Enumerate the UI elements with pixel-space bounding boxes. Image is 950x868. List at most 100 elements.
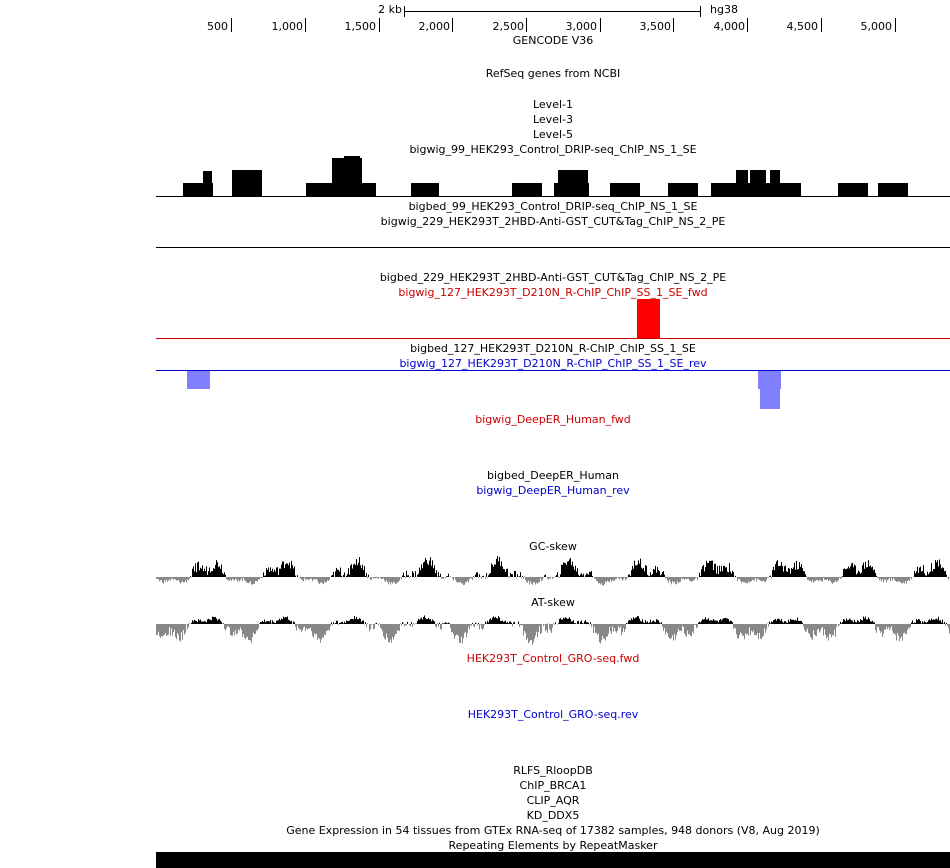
skew-positive-bar (658, 620, 659, 624)
skew-positive-bar (784, 566, 785, 577)
skew-negative-bar (238, 624, 239, 630)
track-label-rchip-fwd[interactable]: bigwig_127_HEK293T_D210N_R-ChIP_ChIP_SS_… (398, 286, 708, 299)
skew-positive-bar (339, 571, 340, 577)
skew-negative-bar (680, 577, 681, 582)
skew-positive-bar (198, 619, 199, 624)
skew-positive-bar (520, 572, 521, 577)
track-label-gro-rev[interactable]: HEK293T_Control_GRO-seq.rev (467, 708, 639, 721)
rchip-rev-peak[interactable] (187, 371, 210, 389)
skew-positive-bar (272, 620, 273, 624)
skew-negative-bar (471, 577, 472, 579)
track-label-gtex[interactable]: Gene Expression in 54 tissues from GTEx … (286, 824, 820, 837)
skew-negative-bar (613, 577, 614, 581)
skew-positive-bar (444, 623, 445, 624)
skew-positive-bar (276, 620, 277, 624)
skew-negative-bar (536, 577, 537, 583)
skew-negative-bar (156, 577, 157, 579)
skew-negative-bar (813, 577, 814, 583)
track-label-cut-bigwig[interactable]: bigwig_229_HEK293T_2HBD-Anti-GST_CUT&Tag… (380, 215, 726, 228)
skew-negative-bar (236, 577, 237, 580)
skew-negative-bar (697, 577, 698, 581)
skew-positive-bar (431, 621, 432, 624)
track-label-gro-fwd[interactable]: HEK293T_Control_GRO-seq.fwd (466, 652, 640, 665)
skew-positive-bar (730, 571, 731, 577)
track-label-rchip-rev[interactable]: bigwig_127_HEK293T_D210N_R-ChIP_ChIP_SS_… (399, 357, 707, 370)
skew-positive-bar (937, 560, 938, 577)
skew-negative-bar (470, 624, 471, 625)
skew-negative-bar (177, 577, 178, 581)
skew-positive-bar (771, 621, 772, 624)
rchip-rev-peak[interactable] (758, 371, 781, 389)
track-label-aqr[interactable]: CLIP_AQR (526, 794, 580, 807)
skew-positive-bar (518, 621, 519, 624)
skew-positive-bar (366, 573, 367, 577)
skew-negative-bar (880, 577, 881, 580)
ruler-tick (821, 18, 822, 32)
track-label-brca1[interactable]: ChIP_BRCA1 (519, 779, 587, 792)
skew-negative-bar (547, 624, 548, 633)
rchip-rev-baseline (156, 370, 950, 371)
skew-positive-bar (872, 620, 873, 624)
skew-negative-bar (387, 624, 388, 638)
skew-negative-bar (609, 577, 610, 583)
skew-positive-bar (932, 571, 933, 577)
skew-negative-bar (454, 624, 455, 639)
track-label-level3[interactable]: Level-3 (532, 113, 573, 126)
track-label-at-skew[interactable]: AT-skew (531, 596, 575, 609)
skew-positive-bar (221, 564, 222, 577)
skew-negative-bar (314, 577, 315, 580)
skew-negative-bar (601, 624, 602, 641)
skew-negative-bar (161, 624, 162, 637)
track-label-rlfs[interactable]: RLFS_RloopDB (513, 764, 593, 777)
skew-positive-bar (503, 621, 504, 624)
skew-positive-bar (650, 619, 651, 624)
track-label-gc-skew[interactable]: GC-skew (529, 540, 577, 553)
skew-negative-bar (309, 577, 310, 580)
skew-positive-bar (719, 620, 720, 624)
track-label-deeper-fwd[interactable]: bigwig_DeepER_Human_fwd (475, 413, 631, 426)
skew-positive-bar (365, 576, 366, 577)
repeatmasker-bar[interactable] (156, 852, 950, 868)
skew-negative-bar (308, 624, 309, 629)
track-label-cut-bigbed[interactable]: bigbed_229_HEK293T_2HBD-Anti-GST_CUT&Tag… (379, 271, 727, 284)
track-label-ddx5[interactable]: KD_DDX5 (526, 809, 580, 822)
skew-positive-bar (424, 615, 425, 624)
skew-positive-bar (853, 622, 854, 624)
rchip-fwd-peak[interactable] (637, 299, 660, 339)
skew-positive-bar (924, 573, 925, 577)
track-label-rchip-bigbed[interactable]: bigbed_127_HEK293T_D210N_R-ChIP_ChIP_SS_… (410, 342, 696, 355)
skew-negative-bar (295, 624, 296, 627)
skew-negative-bar (396, 577, 397, 584)
skew-negative-bar (539, 624, 540, 627)
skew-positive-bar (209, 619, 210, 624)
track-label-drip-bigbed[interactable]: bigbed_99_HEK293_Control_DRIP-seq_ChIP_N… (408, 200, 698, 213)
at-skew-track[interactable] (156, 607, 950, 653)
track-label-drip-bigwig[interactable]: bigwig_99_HEK293_Control_DRIP-seq_ChIP_N… (409, 143, 697, 156)
gc-skew-track[interactable] (156, 553, 950, 593)
skew-positive-bar (283, 561, 284, 577)
skew-negative-bar (884, 577, 885, 580)
skew-negative-bar (906, 624, 907, 635)
skew-positive-bar (352, 618, 353, 624)
rchip-rev-peak[interactable] (760, 389, 780, 409)
skew-positive-bar (714, 563, 715, 577)
track-label-gencode[interactable]: GENCODE V36 (512, 34, 594, 47)
skew-positive-bar (269, 572, 270, 577)
skew-negative-bar (747, 624, 748, 634)
track-label-level5[interactable]: Level-5 (532, 128, 573, 141)
skew-negative-bar (324, 577, 325, 582)
track-label-repeatmasker[interactable]: Repeating Elements by RepeatMasker (448, 839, 658, 852)
skew-negative-bar (877, 577, 878, 579)
drip-signal-track[interactable] (156, 156, 950, 196)
skew-negative-bar (312, 624, 313, 636)
skew-negative-bar (401, 577, 402, 580)
skew-negative-bar (596, 577, 597, 581)
track-label-deeper-bigbed[interactable]: bigbed_DeepER_Human (486, 469, 619, 482)
track-label-deeper-rev[interactable]: bigwig_DeepER_Human_rev (476, 484, 630, 497)
skew-negative-bar (165, 577, 166, 582)
track-label-level1[interactable]: Level-1 (532, 98, 573, 111)
skew-positive-bar (861, 619, 862, 624)
skew-negative-bar (390, 577, 391, 585)
skew-negative-bar (679, 577, 680, 583)
track-label-refseq[interactable]: RefSeq genes from NCBI (485, 67, 621, 80)
